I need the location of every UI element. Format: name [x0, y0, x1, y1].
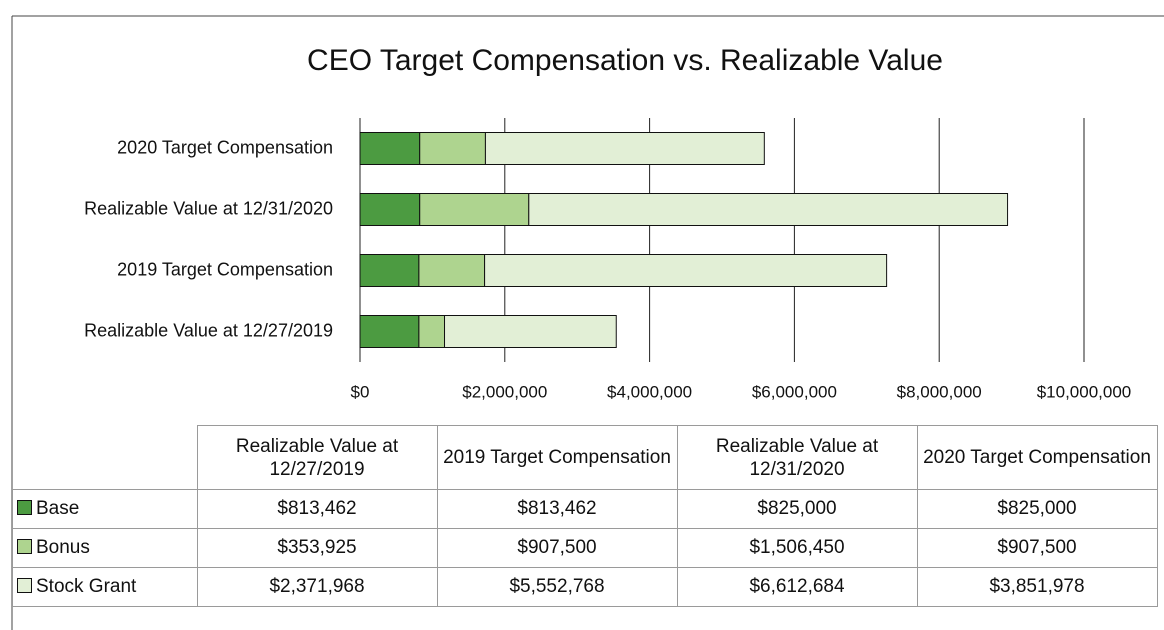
legend-swatch: [17, 539, 32, 554]
bar-segment: [484, 254, 888, 287]
bar-segment: [359, 315, 420, 348]
legend-label: Base: [36, 498, 80, 519]
bar-segment: [444, 315, 617, 348]
y-tick-label: Realizable Value at 12/27/2019: [84, 320, 333, 340]
x-tick-label: $4,000,000: [607, 382, 692, 401]
table-cell: $825,000: [676, 489, 918, 529]
x-tick-label: $8,000,000: [897, 382, 982, 401]
bar-segment: [359, 254, 420, 287]
x-tick-label: $2,000,000: [462, 382, 547, 401]
column-header: 2019 Target Compensation: [436, 425, 678, 490]
bar-segment: [359, 193, 421, 226]
bar-segment: [418, 254, 486, 287]
y-tick-label: 2020 Target Compensation: [117, 137, 333, 157]
column-header: 2020 Target Compensation: [916, 425, 1158, 490]
bar-segment: [418, 315, 446, 348]
x-tick-label: $10,000,000: [1037, 382, 1132, 401]
table-corner: [13, 426, 198, 490]
column-header: Realizable Value at 12/27/2019: [196, 425, 438, 490]
table-cell: $6,612,684: [676, 567, 918, 607]
table-cell: $353,925: [196, 528, 438, 568]
table-cell: $907,500: [436, 528, 678, 568]
chart-title: CEO Target Compensation vs. Realizable V…: [307, 44, 943, 77]
table-cell: $5,552,768: [436, 567, 678, 607]
legend-cell: Base: [12, 489, 198, 529]
bar-segment: [528, 193, 1009, 226]
table-cell: $3,851,978: [916, 567, 1158, 607]
bar-segment: [484, 132, 765, 165]
table-row: Stock Grant $2,371,968 $5,552,768 $6,612,68…: [12, 567, 1158, 607]
table-header-row: Realizable Value at 12/27/2019 2019 Targe…: [13, 425, 1158, 490]
legend-swatch: [17, 578, 32, 593]
table-row: Bonus $353,925 $907,500 $1,506,450 $907,500: [12, 528, 1158, 568]
y-tick-label: 2019 Target Compensation: [117, 259, 333, 279]
legend-cell: Bonus: [12, 528, 198, 568]
table-cell: $813,462: [196, 489, 438, 529]
legend-label: Bonus: [36, 537, 90, 558]
legend-cell: Stock Grant: [12, 567, 198, 607]
table-row: Base $813,462 $813,462 $825,000 $825,000: [12, 489, 1158, 529]
table-cell: $2,371,968: [196, 567, 438, 607]
x-tick-label: $0: [351, 382, 370, 401]
data-table: Realizable Value at 12/27/2019 2019 Targe…: [12, 425, 1158, 607]
bar-segment: [419, 193, 530, 226]
bar-segment: [359, 132, 421, 165]
x-tick-label: $6,000,000: [752, 382, 837, 401]
legend-label: Stock Grant: [36, 576, 137, 597]
column-header: Realizable Value at 12/31/2020: [676, 425, 918, 490]
y-tick-label: Realizable Value at 12/31/2020: [84, 198, 333, 218]
bar-segment: [419, 132, 486, 165]
table-cell: $825,000: [916, 489, 1158, 529]
table-cell: $813,462: [436, 489, 678, 529]
table-cell: $907,500: [916, 528, 1158, 568]
legend-swatch: [17, 500, 32, 515]
table-cell: $1,506,450: [676, 528, 918, 568]
